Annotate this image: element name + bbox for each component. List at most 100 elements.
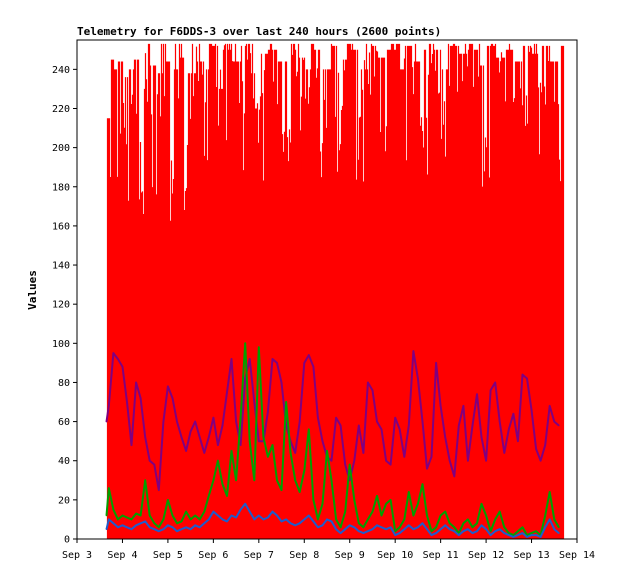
series-2-point xyxy=(480,503,483,505)
series-3-point xyxy=(230,514,233,517)
y-tick-label: 180 xyxy=(52,182,70,193)
series-1-point xyxy=(412,350,415,352)
series-3-point xyxy=(558,532,560,534)
series-3-point xyxy=(185,526,187,529)
series-2-point xyxy=(326,450,328,452)
series-2-point xyxy=(126,516,128,519)
series-3-point xyxy=(358,530,360,532)
series-1-point xyxy=(258,440,260,443)
series-2-point xyxy=(380,514,383,517)
series-3-point xyxy=(303,518,306,521)
series-2-point xyxy=(398,526,401,529)
series-1-point xyxy=(248,358,251,360)
series-3-point xyxy=(148,526,151,529)
series-3-point xyxy=(121,524,124,527)
series-2-point xyxy=(139,514,142,517)
x-tick-label: Sep 11 xyxy=(423,550,459,561)
series-2-point xyxy=(498,510,501,513)
series-2-point xyxy=(144,479,146,482)
y-tick-label: 40 xyxy=(58,456,70,467)
series-3-point xyxy=(435,532,437,534)
series-3-point xyxy=(403,528,406,530)
series-2-point xyxy=(189,518,192,521)
series-1-point xyxy=(544,444,546,446)
series-2-point xyxy=(467,518,469,521)
series-2-point xyxy=(521,526,524,529)
series-3-point xyxy=(530,534,533,536)
series-3-point xyxy=(426,528,428,530)
series-1-point xyxy=(253,401,256,403)
series-2-point xyxy=(417,503,419,505)
series-1-point xyxy=(271,358,274,360)
series-2-point xyxy=(394,530,397,532)
x-tick-label: Sep 12 xyxy=(468,550,504,561)
series-3-point xyxy=(139,522,142,525)
series-1-point xyxy=(194,420,196,423)
series-1-point xyxy=(548,405,551,407)
spike-lines xyxy=(106,43,565,539)
series-1-point xyxy=(367,381,369,384)
series-1-point xyxy=(176,420,178,423)
series-2-point xyxy=(267,456,269,458)
series-2-point xyxy=(348,463,351,466)
series-3-point xyxy=(144,520,146,523)
series-1-point xyxy=(185,450,187,452)
series-2-point xyxy=(485,514,487,517)
series-1-point xyxy=(321,440,324,443)
series-2-point xyxy=(108,487,110,489)
series-1-point xyxy=(162,420,165,423)
series-3-point xyxy=(394,534,397,536)
series-3-point xyxy=(117,526,119,529)
series-1-point xyxy=(371,389,374,392)
series-3-point xyxy=(344,528,347,530)
series-1-point xyxy=(308,354,310,356)
series-2-point xyxy=(321,503,324,505)
series-2-point xyxy=(330,479,333,482)
series-3-point xyxy=(458,534,460,536)
series-1-point xyxy=(139,397,142,399)
series-3-point xyxy=(217,514,219,517)
series-1-point xyxy=(298,420,301,423)
series-3-point xyxy=(462,530,465,532)
series-2-point xyxy=(167,499,169,501)
x-tick-label: Sep 9 xyxy=(335,550,365,561)
series-2-point xyxy=(317,518,319,521)
series-3-point xyxy=(158,530,160,532)
series-3-point xyxy=(512,536,515,538)
series-2-point xyxy=(376,495,378,497)
series-1-point xyxy=(212,416,215,419)
series-1-point xyxy=(553,420,556,423)
series-2-point xyxy=(171,514,174,517)
series-1-point xyxy=(558,424,560,427)
series-3-point xyxy=(376,524,378,527)
series-1-point xyxy=(130,444,133,446)
series-2-point xyxy=(105,514,108,517)
series-1-point xyxy=(303,362,306,364)
y-tick-label: 220 xyxy=(52,104,70,115)
x-tick-label: Sep 14 xyxy=(559,550,595,561)
series-3-point xyxy=(494,530,497,532)
series-2-point xyxy=(285,401,287,403)
y-tick-layer: 0 20 40 60 80 100 120 140 160 180 200 220 240 xyxy=(52,65,77,546)
y-tick-label: 100 xyxy=(52,339,70,350)
series-3-point xyxy=(253,518,256,521)
series-3-point xyxy=(548,518,551,521)
series-2-point xyxy=(353,499,356,501)
series-3-point xyxy=(339,532,342,534)
series-3-point xyxy=(221,518,224,521)
series-1-point xyxy=(439,405,442,407)
series-2-point xyxy=(235,479,237,482)
series-2-point xyxy=(312,499,315,501)
x-tick-label: Sep 4 xyxy=(107,550,137,561)
series-2-point xyxy=(335,518,337,521)
series-2-point xyxy=(176,522,178,525)
series-1-point xyxy=(444,436,447,439)
series-3-point xyxy=(367,530,369,532)
series-3-point xyxy=(421,522,424,525)
series-3-point xyxy=(498,528,501,530)
series-1-point xyxy=(108,405,110,407)
series-3-point xyxy=(321,524,324,527)
series-1-point xyxy=(389,463,392,466)
series-1-point xyxy=(362,452,365,454)
series-2-point xyxy=(535,530,537,532)
